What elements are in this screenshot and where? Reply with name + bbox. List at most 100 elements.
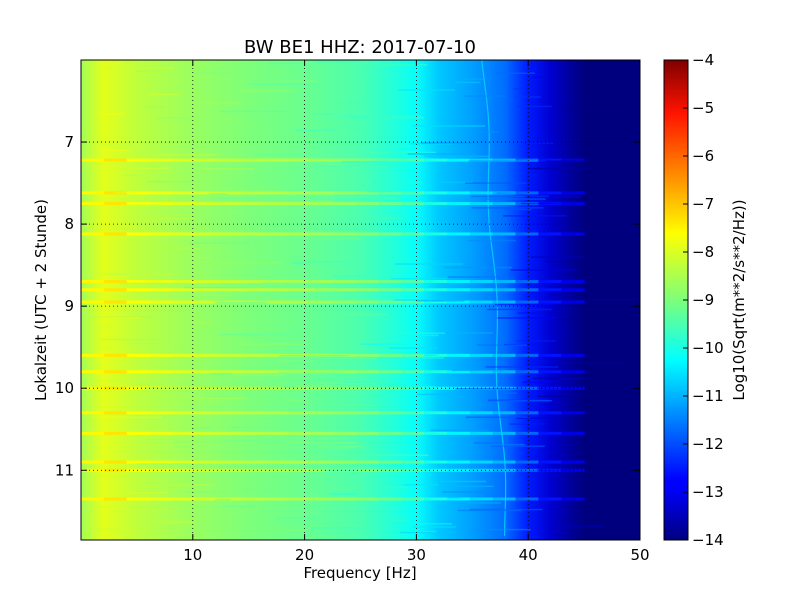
texture-cell — [102, 143, 144, 146]
texture-cell — [423, 155, 491, 158]
texture-cell — [531, 76, 549, 78]
texture-cell — [312, 113, 373, 115]
texture-cell — [102, 67, 175, 69]
bright-line-segment — [172, 431, 196, 435]
texture-cell — [485, 198, 546, 200]
bright-line-segment — [561, 191, 585, 195]
bright-line-segment — [515, 300, 539, 304]
texture-cell — [291, 263, 308, 265]
texture-cell — [470, 528, 531, 531]
texture-cell — [145, 106, 165, 108]
bright-line-segment — [332, 202, 356, 206]
texture-cell — [141, 520, 198, 523]
texture-cell — [339, 102, 380, 105]
bright-line-segment — [515, 232, 539, 236]
bright-line-segment — [538, 288, 562, 292]
bright-line-segment — [286, 288, 311, 292]
texture-cell — [96, 528, 136, 530]
texture-cell — [465, 416, 530, 418]
texture-cell — [491, 445, 545, 447]
texture-cell — [298, 438, 349, 440]
texture-cell — [316, 289, 337, 291]
bright-line-segment — [355, 288, 379, 292]
bright-line-segment — [172, 460, 196, 464]
texture-cell — [528, 167, 593, 170]
bright-line-segment — [263, 497, 288, 501]
bright-line-segment — [126, 411, 151, 415]
texture-cell — [389, 151, 437, 154]
bright-line-segment — [378, 370, 402, 374]
bright-line-segment — [218, 431, 242, 435]
texture-cell — [156, 117, 235, 119]
bright-line-segment — [401, 232, 425, 236]
texture-cell — [568, 404, 633, 406]
texture-cell — [394, 530, 437, 533]
bright-line-segment — [424, 468, 448, 472]
texture-cell — [380, 495, 393, 497]
bright-line-segment — [149, 353, 173, 357]
texture-cell — [98, 113, 124, 115]
texture-cell — [338, 197, 399, 200]
bright-line-segment — [424, 497, 448, 501]
texture-cell — [178, 397, 246, 400]
bright-line-segment — [378, 300, 402, 304]
texture-cell — [531, 292, 547, 294]
texture-cell — [389, 519, 406, 521]
colorbar-tick-label: −12 — [692, 435, 724, 453]
texture-cell — [220, 110, 289, 113]
colorbar-label: Log10(Sqrt(m**2/s**2/Hz)) — [730, 199, 748, 400]
bright-line-segment — [492, 288, 516, 292]
bright-line-segment — [538, 158, 562, 162]
bright-line-segment — [218, 370, 242, 374]
texture-cell — [321, 382, 377, 385]
bright-line-segment — [355, 300, 379, 304]
texture-cell — [162, 484, 214, 486]
texture-cell — [213, 68, 246, 70]
bright-line-segment — [195, 158, 219, 162]
bright-line-segment — [401, 431, 425, 435]
bright-line-segment — [195, 300, 219, 304]
bright-line-segment — [218, 411, 242, 415]
bright-line-segment — [241, 460, 265, 464]
texture-cell — [355, 454, 429, 456]
bright-line-segment — [332, 386, 356, 390]
bright-line-segment — [355, 370, 379, 374]
texture-cell — [550, 294, 576, 296]
bright-line-segment — [401, 370, 425, 374]
bright-line-segment — [446, 232, 471, 236]
bright-line-segment — [103, 232, 128, 236]
texture-cell — [469, 508, 543, 511]
texture-cell — [241, 90, 295, 92]
bright-line-segment — [561, 158, 585, 162]
bright-line-segment — [332, 370, 356, 374]
texture-cell — [409, 142, 453, 145]
bright-line-segment — [309, 411, 334, 415]
bright-line-segment — [195, 202, 219, 206]
texture-cell — [412, 526, 456, 528]
texture-cell — [230, 374, 285, 376]
bright-line-segment — [401, 288, 425, 292]
texture-cell — [513, 88, 526, 90]
texture-cell — [476, 344, 527, 346]
colorbar-tick-label: −10 — [692, 339, 724, 357]
texture-cell — [504, 208, 532, 211]
bright-line-segment — [538, 300, 562, 304]
texture-cell — [390, 277, 447, 280]
texture-cell — [234, 343, 309, 345]
texture-cell — [407, 153, 477, 155]
texture-cell — [394, 299, 444, 301]
texture-cell — [187, 513, 242, 515]
texture-cell — [226, 439, 286, 442]
bright-line-segment — [81, 288, 105, 292]
bright-line-segment — [355, 497, 379, 501]
y-axis-label: Lokalzeit (UTC + 2 Stunde) — [32, 199, 50, 401]
bright-line-segment — [81, 191, 105, 195]
bright-line-segment — [126, 300, 151, 304]
colorbar-tick-label: −5 — [692, 99, 714, 117]
texture-cell — [480, 131, 499, 133]
bright-line-segment — [103, 353, 128, 357]
texture-cell — [192, 466, 216, 468]
texture-cell — [324, 469, 358, 472]
y-tick-label: 10 — [55, 379, 74, 397]
bright-line-segment — [195, 431, 219, 435]
